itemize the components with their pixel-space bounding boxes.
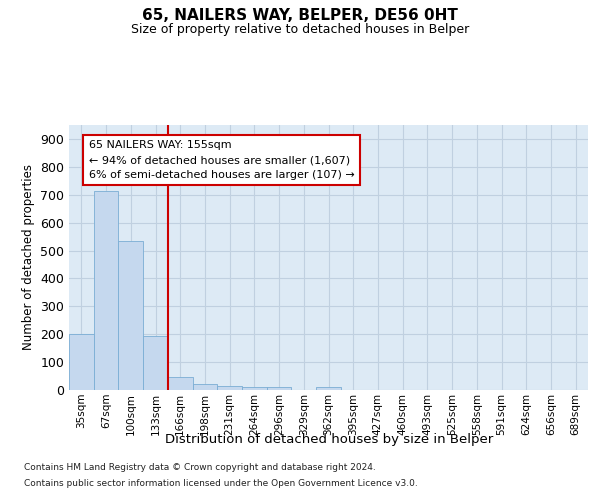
Bar (217, 386, 242, 390)
Bar (267, 387, 292, 390)
Bar (316, 387, 341, 390)
Text: Distribution of detached houses by size in Belper: Distribution of detached houses by size … (164, 432, 493, 446)
Bar (94, 190, 118, 390)
Text: Contains HM Land Registry data © Crown copyright and database right 2024.: Contains HM Land Registry data © Crown c… (24, 464, 376, 472)
Bar (242, 387, 267, 390)
Bar (69, 334, 94, 390)
Text: Size of property relative to detached houses in Belper: Size of property relative to detached ho… (131, 22, 469, 36)
Text: Contains public sector information licensed under the Open Government Licence v3: Contains public sector information licen… (24, 478, 418, 488)
Bar (168, 378, 193, 390)
Bar (193, 384, 217, 390)
Bar (143, 336, 168, 390)
Y-axis label: Number of detached properties: Number of detached properties (22, 164, 35, 350)
Text: 65, NAILERS WAY, BELPER, DE56 0HT: 65, NAILERS WAY, BELPER, DE56 0HT (142, 8, 458, 22)
Bar (118, 241, 143, 390)
Text: 65 NAILERS WAY: 155sqm
← 94% of detached houses are smaller (1,607)
6% of semi-d: 65 NAILERS WAY: 155sqm ← 94% of detached… (89, 140, 355, 180)
